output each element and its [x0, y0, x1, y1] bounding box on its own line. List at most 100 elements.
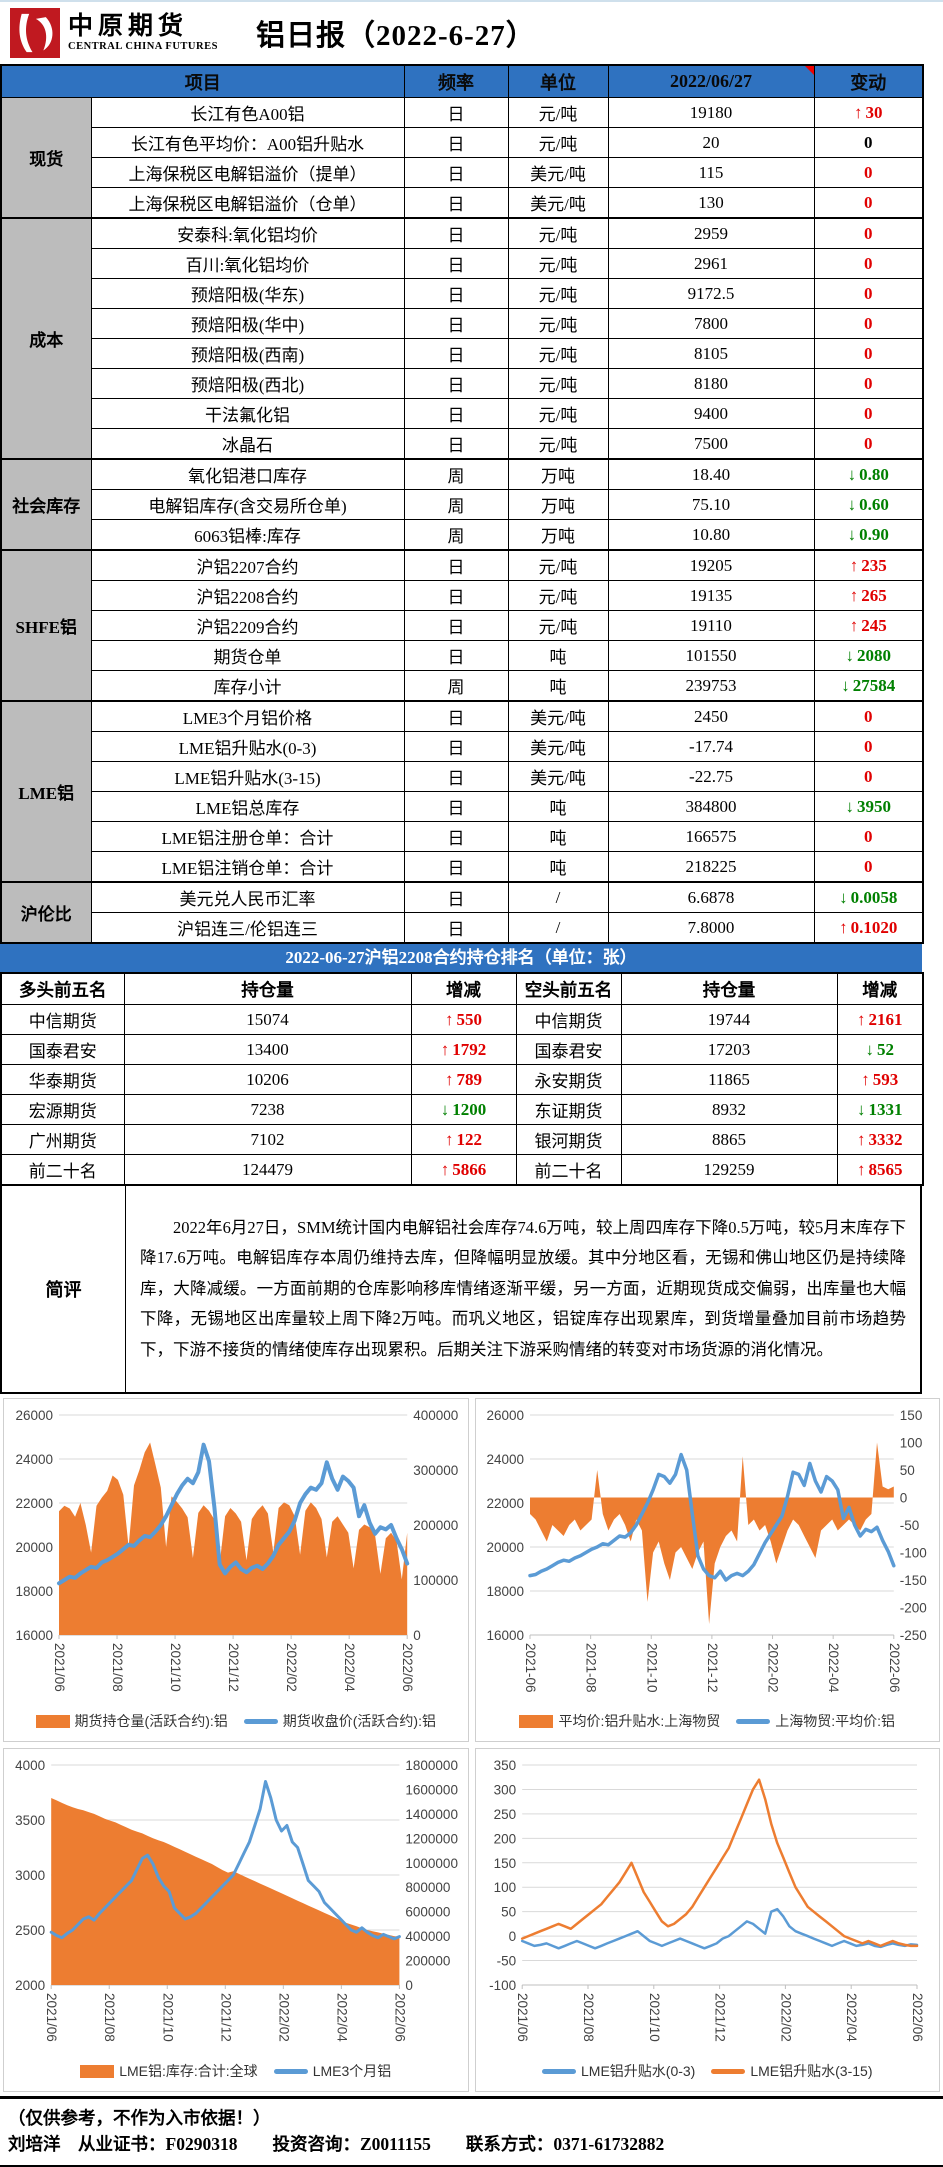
row-item: LME3个月铝价格 [90, 700, 405, 732]
table-row: 沪铝2209合约日元/吨 19110 ↑ 245 [1, 610, 924, 641]
commentary-text: 2022年6月27日，SMM统计国内电解铝社会库存74.6万吨，较上周四库存下降… [140, 1217, 906, 1359]
row-change: 0 [813, 428, 924, 460]
svg-text:-150: -150 [900, 1573, 927, 1588]
row-frequency: 日 [403, 127, 509, 158]
row-change: 0 [813, 157, 924, 188]
short-member-name: 永安期货 [515, 1064, 622, 1095]
row-unit: 吨 [507, 791, 609, 822]
chart-legend: LME铝升贴水(0-3) LME铝升贴水(3-15) [542, 2053, 873, 2089]
row-value: 218225 [607, 851, 815, 883]
row-change: ↓ 1331 [836, 1094, 924, 1125]
svg-text:2021/08: 2021/08 [581, 1993, 596, 2042]
svg-text:150: 150 [494, 1856, 517, 1871]
down-arrow-icon: ↓ [847, 494, 857, 514]
svg-text:-100: -100 [489, 1978, 516, 1993]
up-arrow-icon: ↑ [857, 1009, 866, 1029]
row-frequency: 日 [403, 308, 509, 339]
holdings-header-row: 多头前五名 持仓量 增减 空头前五名 持仓量 增减 [0, 972, 924, 1005]
svg-text:200000: 200000 [413, 1518, 458, 1533]
row-value: 130 [607, 187, 815, 219]
row-frequency: 日 [403, 368, 509, 399]
row-change: ↑ 122 [410, 1124, 517, 1155]
svg-text:2022-06: 2022-06 [887, 1643, 902, 1693]
row-change: 0 [813, 187, 924, 219]
line-swatch-icon [273, 2068, 308, 2074]
svg-text:2022/04: 2022/04 [844, 1993, 859, 2042]
up-arrow-icon: ↑ [440, 1039, 450, 1059]
col-header-frequency: 频率 [403, 64, 509, 98]
svg-text:2022/06: 2022/06 [910, 1993, 925, 2042]
row-item: 百川:氧化铝均价 [90, 248, 405, 279]
chart-lme-inventory-3m-price: 2000 2500 3000 3500 4000 0 200000 400000 600000 8… [3, 1748, 469, 2092]
svg-text:2022-02: 2022-02 [766, 1643, 781, 1693]
up-arrow-icon: ↑ [440, 1159, 450, 1179]
row-unit: 元/吨 [507, 428, 609, 460]
holdings-row: 国泰君安 13400 ↑ 1792 国泰君安 17203 ↓ 52 [0, 1034, 924, 1065]
row-item: 上海保税区电解铝溢价（提单） [90, 157, 405, 188]
area-swatch-icon [80, 2064, 115, 2078]
report-header: 中原期货 CENTRAL CHINA FUTURES 铝日报（2022-6-27… [0, 2, 943, 64]
row-value: 19110 [607, 610, 815, 641]
long-member-name: 中信期货 [0, 1004, 125, 1035]
row-change: 0 [813, 821, 924, 852]
legend-item: LME铝升贴水(0-3) [542, 2061, 695, 2081]
row-unit: 元/吨 [507, 610, 609, 641]
up-arrow-icon: ↑ [445, 1009, 454, 1029]
table-row: 长江有色平均价：A00铝升贴水日元/吨 20 0 [1, 127, 924, 158]
up-arrow-icon: ↑ [857, 1129, 866, 1149]
company-name-cn: 中原期货 [68, 12, 189, 40]
legend-item: 上海物贸:平均价:铝 [736, 1711, 895, 1731]
row-unit: 元/吨 [507, 338, 609, 369]
row-change: 0 [813, 217, 924, 249]
svg-text:2021/12: 2021/12 [218, 1993, 233, 2042]
row-unit: 元/吨 [507, 248, 609, 279]
row-frequency: 日 [403, 791, 509, 822]
row-frequency: 日 [403, 187, 509, 219]
table-row: 成本 安泰科:氧化铝均价日元/吨 2959 0 [0, 217, 924, 460]
chart-legend: 平均价:铝升贴水:上海物贸 上海物贸:平均价:铝 [519, 1703, 895, 1739]
chart-shfe-price-open-interest: 16000 18000 20000 22000 24000 26000 0 100000 200… [3, 1398, 469, 1742]
area-swatch-icon [35, 1714, 70, 1728]
col-header-date: 2022/06/27 [607, 64, 815, 98]
row-frequency: 周 [403, 489, 509, 520]
row-frequency: 日 [403, 157, 509, 188]
up-arrow-icon: ↑ [849, 615, 859, 635]
comment-marker-icon [804, 66, 813, 75]
group-label: SHFE铝 [0, 549, 92, 702]
row-frequency: 日 [403, 549, 509, 581]
holdings-row: 中信期货 15074 ↑ 550 中信期货 19744 ↑ 2161 [0, 1004, 924, 1035]
svg-text:100: 100 [900, 1436, 923, 1451]
svg-text:1000000: 1000000 [405, 1856, 458, 1871]
row-change: ↑ 5866 [410, 1154, 517, 1186]
table-header-row: 项目 频率 单位 2022/06/27 变动 [0, 64, 924, 98]
svg-text:0: 0 [413, 1628, 421, 1643]
row-frequency: 日 [403, 610, 509, 641]
legend-label: LME3个月铝 [312, 2063, 392, 2079]
down-arrow-icon: ↓ [845, 796, 855, 816]
row-change: ↓ 0.80 [813, 458, 924, 490]
long-open-interest: 13400 [123, 1034, 412, 1065]
row-unit: 万吨 [507, 519, 609, 551]
row-value: 9400 [607, 398, 815, 429]
row-frequency: 日 [403, 912, 509, 944]
row-item: 氧化铝港口库存 [90, 458, 405, 490]
row-item: 安泰科:氧化铝均价 [90, 217, 405, 249]
row-value: 2961 [607, 248, 815, 279]
svg-text:100: 100 [494, 1880, 517, 1895]
long-member-name: 广州期货 [0, 1124, 125, 1155]
report-footer: （仅供参考，不作为入市依据！） 刘培洋 从业证书：F0290318 投资咨询：Z… [0, 2096, 943, 2167]
row-change: ↓ 27584 [813, 670, 924, 702]
table-row: LME铝 LME3个月铝价格日美元/吨 2450 0 [0, 700, 924, 883]
up-arrow-icon: ↑ [445, 1129, 454, 1149]
line-swatch-icon [243, 1718, 278, 1724]
row-unit: / [507, 881, 609, 913]
row-frequency: 日 [403, 700, 509, 732]
row-change: 0 [813, 308, 924, 339]
svg-text:2021/12: 2021/12 [226, 1643, 241, 1692]
row-item: 长江有色平均价：A00铝升贴水 [90, 127, 405, 158]
row-unit: 美元/吨 [507, 700, 609, 732]
group-label: 成本 [0, 217, 92, 460]
table-row: 沪铝连三/伦铝连三日/7.8000 ↑ 0.1020 [1, 912, 924, 944]
row-value: 8105 [607, 338, 815, 369]
